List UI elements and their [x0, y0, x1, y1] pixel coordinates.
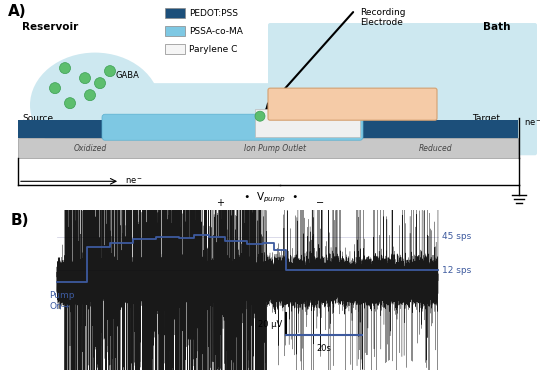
Bar	[165, 44, 185, 54]
Text: Pump
On→: Pump On→	[49, 291, 75, 311]
Text: 20 μV: 20 μV	[258, 320, 282, 328]
Circle shape	[64, 98, 76, 109]
Circle shape	[84, 90, 96, 101]
Circle shape	[105, 66, 116, 77]
Text: 45 sps: 45 sps	[442, 232, 471, 241]
Bar	[165, 26, 185, 36]
Text: Parylene C: Parylene C	[189, 45, 238, 54]
Text: 12 sps: 12 sps	[442, 266, 471, 275]
Text: 20s: 20s	[316, 344, 331, 354]
Ellipse shape	[30, 53, 160, 158]
Text: Bath: Bath	[483, 22, 510, 32]
Text: $\bullet$  V$_{pump}$  $\bullet$: $\bullet$ V$_{pump}$ $\bullet$	[242, 190, 298, 205]
Bar	[165, 8, 185, 18]
Text: Ion Pump Outlet: Ion Pump Outlet	[244, 144, 306, 153]
Circle shape	[59, 62, 71, 74]
Text: Oxidized: Oxidized	[73, 144, 106, 153]
FancyBboxPatch shape	[268, 88, 437, 120]
Text: Recording
Electrode: Recording Electrode	[360, 8, 406, 27]
Bar	[18, 120, 163, 138]
Text: PEDOT:PSS: PEDOT:PSS	[189, 8, 238, 18]
Circle shape	[79, 73, 91, 84]
FancyBboxPatch shape	[92, 83, 298, 144]
Text: PSSA-co-MA: PSSA-co-MA	[189, 27, 243, 35]
Text: −: −	[316, 199, 324, 208]
Text: Brain Slice: Brain Slice	[329, 100, 377, 109]
FancyBboxPatch shape	[102, 114, 363, 140]
Text: Reservoir: Reservoir	[22, 22, 78, 32]
Circle shape	[50, 83, 60, 94]
Text: +: +	[216, 199, 224, 208]
FancyBboxPatch shape	[268, 23, 537, 155]
Text: GABA: GABA	[115, 70, 139, 80]
Text: Source: Source	[22, 114, 53, 123]
Circle shape	[94, 78, 105, 89]
Text: B): B)	[11, 213, 30, 228]
Bar	[255, 109, 360, 137]
Text: Reduced: Reduced	[419, 144, 453, 153]
Text: Target: Target	[472, 114, 500, 123]
Circle shape	[255, 111, 265, 121]
Text: ne$^-$: ne$^-$	[125, 176, 143, 186]
Text: ne$^-$: ne$^-$	[524, 118, 540, 128]
Bar	[18, 138, 518, 158]
Bar	[355, 120, 518, 138]
Text: A): A)	[8, 4, 26, 19]
